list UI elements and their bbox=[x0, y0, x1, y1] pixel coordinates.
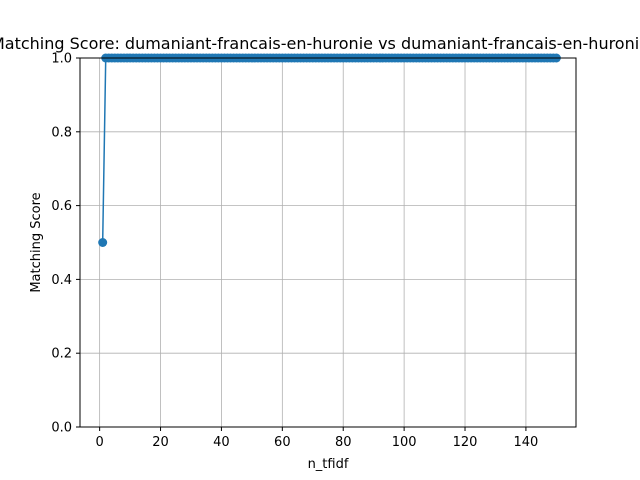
data-point bbox=[98, 238, 108, 247]
y-tick-label: 0.0 bbox=[51, 421, 72, 436]
chart-title: Matching Score: dumaniant-francais-en-hu… bbox=[0, 34, 640, 53]
x-tick-label: 140 bbox=[513, 435, 538, 450]
x-tick-label: 40 bbox=[213, 435, 230, 450]
y-tick-label: 0.8 bbox=[51, 125, 72, 140]
y-axis-label: Matching Score bbox=[29, 192, 44, 292]
x-tick-label: 120 bbox=[453, 435, 478, 450]
series-line bbox=[101, 57, 557, 243]
plot-frame bbox=[79, 57, 577, 428]
x-tick-label: 20 bbox=[152, 435, 169, 450]
grid-lines bbox=[80, 57, 576, 428]
x-tick-label: 60 bbox=[274, 435, 291, 450]
x-tick-label: 0 bbox=[95, 435, 103, 450]
x-tick-label: 100 bbox=[392, 435, 417, 450]
y-tick-label: 0.6 bbox=[51, 199, 72, 214]
y-tick-label: 0.2 bbox=[51, 347, 72, 362]
x-axis-label: n_tfidf bbox=[308, 457, 349, 472]
series-layer bbox=[98, 53, 561, 247]
axis-ticks: 0 20 40 60 80 100 120 140 0.0 0.2 0.4 0.6 0.8 1.0 bbox=[51, 52, 538, 451]
x-tick-label: 80 bbox=[335, 435, 352, 450]
y-tick-label: 1.0 bbox=[51, 52, 72, 67]
y-tick-label: 0.4 bbox=[51, 273, 72, 288]
